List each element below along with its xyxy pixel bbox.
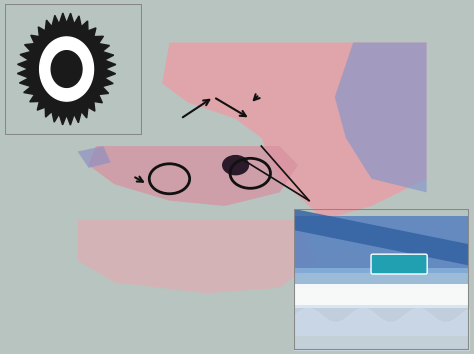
Polygon shape (294, 209, 469, 266)
Polygon shape (78, 146, 110, 168)
Polygon shape (162, 42, 427, 219)
Polygon shape (18, 13, 116, 125)
Circle shape (223, 156, 248, 175)
Bar (294, 216, 469, 273)
Polygon shape (40, 37, 93, 101)
Polygon shape (51, 51, 82, 87)
Bar (294, 305, 469, 336)
Polygon shape (335, 42, 427, 193)
Bar (294, 268, 469, 287)
FancyBboxPatch shape (371, 254, 427, 274)
Polygon shape (89, 146, 298, 206)
Polygon shape (78, 219, 316, 293)
Bar (294, 284, 469, 308)
